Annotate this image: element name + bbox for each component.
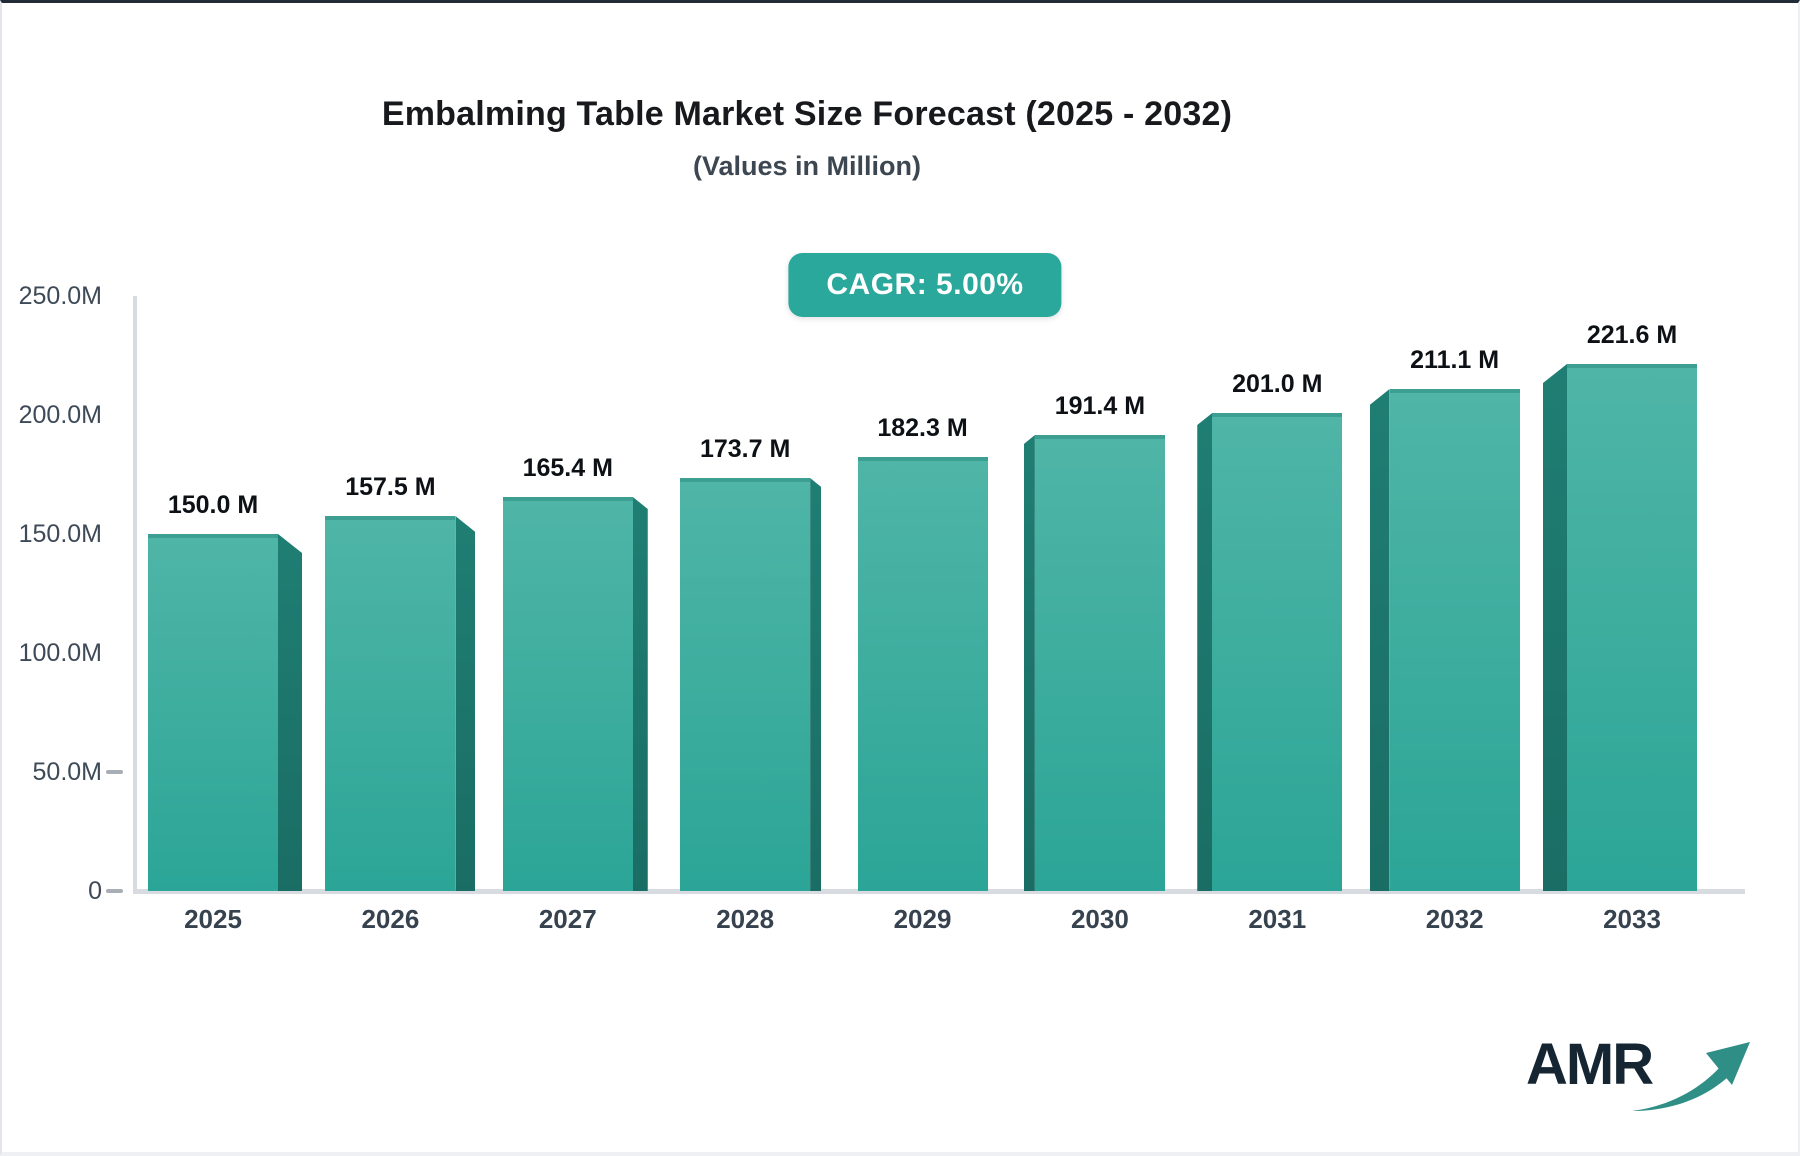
x-tick-label-2028: 2028: [716, 904, 775, 934]
x-tick-label-2032: 2032: [1425, 904, 1484, 934]
bar-value-label-2025: 150.0 M: [167, 491, 259, 519]
bar-side-2032: [1369, 389, 1390, 891]
y-tick-label-100.0M: 100.0M: [18, 639, 102, 667]
y-tick-label-0: 0: [88, 877, 102, 905]
bar-value-label-2027: 165.4 M: [522, 454, 613, 482]
bar-value-label-2032: 211.1 M: [1410, 346, 1500, 374]
bar-side-2026: [455, 516, 476, 891]
bar-value-label-2033: 221.6 M: [1586, 321, 1678, 349]
bar-side-2033: [1543, 364, 1567, 891]
y-tick-dash: [106, 770, 123, 774]
y-tick-dash: [106, 889, 123, 893]
bar-2026: [325, 516, 456, 891]
y-tick-label-200.0M: 200.0M: [18, 401, 102, 429]
bar-2029: [857, 457, 988, 891]
amr-logo-arrow-icon: [1632, 1042, 1750, 1111]
cagr-badge: CAGR: 5.00%: [788, 253, 1062, 317]
bar-side-2025: [278, 534, 302, 891]
bar-value-label-2031: 201.0 M: [1232, 370, 1323, 398]
bar-2033: [1567, 364, 1697, 891]
x-tick-label-2031: 2031: [1248, 904, 1307, 934]
bar-2032: [1389, 389, 1520, 891]
bar-value-label-2029: 182.3 M: [877, 414, 968, 442]
bar-2027: [502, 497, 633, 891]
cagr-badge-label: CAGR: 5.00%: [826, 268, 1024, 301]
bar-2028: [680, 478, 811, 891]
y-tick-label-150.0M: 150.0M: [18, 520, 102, 548]
chart-title: Embalming Table Market Size Forecast (20…: [381, 95, 1233, 133]
bar-2025: [148, 534, 278, 891]
y-axis-line: [133, 296, 137, 891]
x-tick-label-2030: 2030: [1070, 904, 1129, 934]
x-tick-label-2029: 2029: [893, 904, 952, 934]
x-axis-line: [133, 889, 1745, 894]
chart-subtitle: (Values in Million): [692, 151, 922, 181]
bar-side-2027: [632, 497, 648, 891]
x-tick-label-2033: 2033: [1603, 904, 1661, 934]
bar-value-label-2026: 157.5 M: [345, 473, 436, 501]
y-tick-label-50.0M: 50.0M: [32, 758, 102, 786]
amr-logo: AMR: [1526, 1032, 1750, 1111]
y-tick-label-250.0M: 250.0M: [18, 282, 102, 310]
x-tick-label-2026: 2026: [361, 904, 420, 934]
bar-side-2030: [1023, 435, 1035, 891]
bar-side-2028: [810, 478, 822, 891]
bar-2031: [1212, 413, 1343, 891]
amr-logo-text: AMR: [1526, 1032, 1654, 1097]
bar-value-label-2030: 191.4 M: [1054, 392, 1146, 420]
x-tick-label-2025: 2025: [184, 904, 242, 934]
bar-side-2031: [1197, 413, 1213, 891]
x-tick-label-2027: 2027: [538, 904, 597, 934]
plot-area: 250.0M 200.0M 150.0M 100.0M 50.0M 0 150.0 M 15…: [2, 3, 1798, 1152]
bar-value-label-2028: 173.7 M: [699, 435, 791, 463]
bar-2030: [1034, 435, 1165, 891]
